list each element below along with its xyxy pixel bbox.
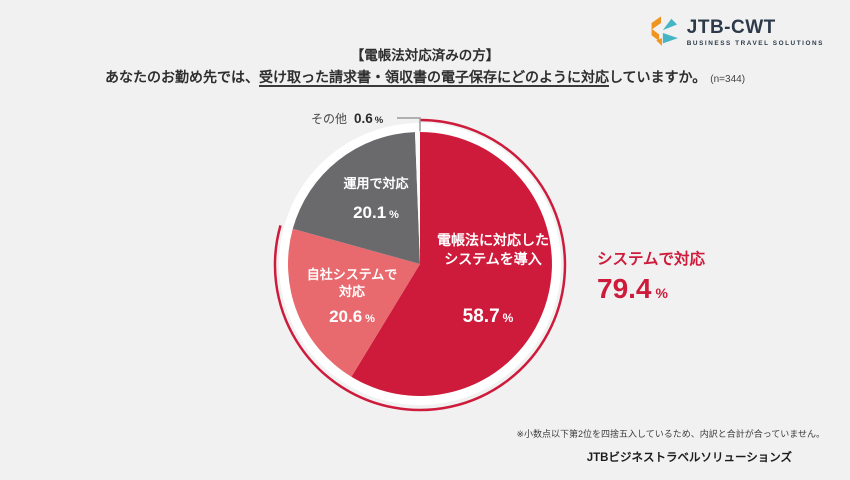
slice-label-main: 電帳法に対応した システムを導入 [417,231,569,268]
other-unit: % [374,115,384,126]
sample-size: (n=344) [710,74,746,85]
slice-label-operations: 運用で対応 20.1 % [321,176,431,223]
brand-name: JTB-CWT [686,16,776,38]
title-line2-underlined: 受け取った請求書・領収書の電子保存にどのように対応 [258,69,609,87]
main-value-row: 58.7 % [412,306,564,328]
group-label: システムで対応 [597,251,706,268]
jtb-cwt-logo-icon [651,16,678,46]
group-value-row: 79.4 % [597,274,705,304]
own-system-value-row: 20.6 % [297,308,407,328]
group-arc [273,118,567,412]
brand-tagline: BUSINESS TRAVEL SOLUTIONS [686,39,824,47]
own-system-unit: % [365,313,375,325]
title-line2-suffix: していますか。 [608,69,707,85]
group-unit: % [655,285,668,301]
main-unit: % [502,311,514,325]
title-line2-prefix: あなたのお勤め先では、 [104,69,259,85]
operations-unit: % [389,209,399,221]
operations-value-row: 20.1 % [321,203,431,223]
company-name: JTBビジネストラベルソリューションズ [586,452,792,464]
own-system-value: 20.6 [329,307,363,326]
rounding-footnote: ※小数点以下第2位を四捨五入しているため、内訳と合計が合っていません。 [516,429,825,439]
operations-value: 20.1 [353,203,387,222]
main-label-line1: 電帳法に対応した [437,232,549,248]
main-label-line2: システムを導入 [444,250,542,267]
own-system-label-line1: 自社システムで [306,267,398,282]
brand-text-block: JTB-CWT BUSINESS TRAVEL SOLUTIONS [686,16,824,47]
main-value: 58.7 [462,306,500,327]
pie-slice-operations [292,132,420,264]
group-value: 79.4 [597,273,652,304]
own-system-label-line2: 対応 [338,284,365,299]
slice-value-main: 58.7 % [412,306,564,328]
title-line1: 【電帳法対応済みの方】 [350,48,500,63]
other-value: 0.6 [354,111,373,126]
chart-title: 【電帳法対応済みの方】 あなたのお勤め先では、受け取った請求書・領収書の電子保存… [0,47,850,90]
brand-logo: JTB-CWT BUSINESS TRAVEL SOLUTIONS [644,15,824,49]
group-annotation: システムで対応 79.4 % [597,247,705,304]
other-label: その他 [311,112,348,126]
pie-slice-main [351,132,552,396]
operations-label: 運用で対応 [343,176,409,191]
pie-slice-other [415,132,420,264]
other-leader-line [397,117,421,132]
pie-slice-own-system [288,228,420,377]
slice-label-other: その他 0.6 % [311,110,383,127]
slice-label-own-system: 自社システムで 対応 20.6 % [297,266,407,328]
title-line2: あなたのお勤め先では、受け取った請求書・領収書の電子保存にどのように対応していま… [0,67,850,90]
